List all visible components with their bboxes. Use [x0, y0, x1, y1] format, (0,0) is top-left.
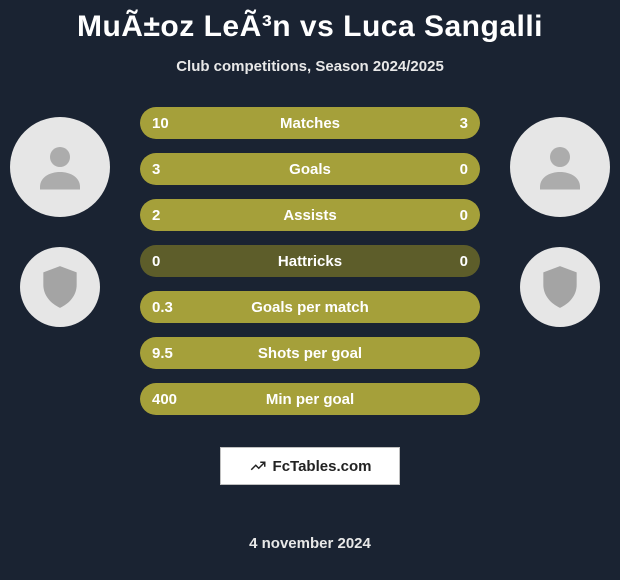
comparison-area: 103Matches30Goals20Assists00Hattricks0.3…	[0, 87, 620, 517]
brand-logo-icon	[249, 457, 267, 475]
bar-fill-left	[140, 199, 480, 231]
stat-bars: 103Matches30Goals20Assists00Hattricks0.3…	[140, 107, 480, 429]
stat-value-left: 3	[152, 153, 160, 185]
stat-value-right: 0	[460, 245, 468, 277]
player-right-avatar	[510, 117, 610, 217]
bar-fill-right	[402, 107, 480, 139]
bar-fill-left	[140, 383, 480, 415]
stat-value-right: 0	[460, 153, 468, 185]
player-left-avatar	[10, 117, 110, 217]
stat-value-left: 0	[152, 245, 160, 277]
club-right-badge	[520, 247, 600, 327]
brand-box[interactable]: FcTables.com	[220, 447, 400, 485]
person-icon	[30, 137, 90, 197]
stat-row: 0.3Goals per match	[140, 291, 480, 323]
stat-value-left: 10	[152, 107, 169, 139]
stat-row: 400Min per goal	[140, 383, 480, 415]
stat-value-left: 9.5	[152, 337, 173, 369]
stat-row: 9.5Shots per goal	[140, 337, 480, 369]
stat-value-left: 400	[152, 383, 177, 415]
person-icon	[530, 137, 590, 197]
brand-text: FcTables.com	[273, 458, 372, 475]
shield-icon	[35, 262, 85, 312]
bar-fill-left	[140, 107, 402, 139]
date-text: 4 november 2024	[0, 535, 620, 552]
stat-value-right: 0	[460, 199, 468, 231]
stat-value-left: 2	[152, 199, 160, 231]
shield-icon	[535, 262, 585, 312]
stat-row: 103Matches	[140, 107, 480, 139]
club-left-badge	[20, 247, 100, 327]
bar-fill-left	[140, 337, 480, 369]
stat-row: 30Goals	[140, 153, 480, 185]
bar-fill-left	[140, 291, 480, 323]
stat-value-right: 3	[460, 107, 468, 139]
subtitle: Club competitions, Season 2024/2025	[0, 58, 620, 75]
stat-row: 20Assists	[140, 199, 480, 231]
page-title: MuÃ±oz LeÃ³n vs Luca Sangalli	[0, 0, 620, 44]
stat-label: Hattricks	[140, 245, 480, 277]
bar-fill-left	[140, 153, 480, 185]
stat-row: 0 0Hattricks	[140, 245, 480, 277]
stat-value-left: 0.3	[152, 291, 173, 323]
